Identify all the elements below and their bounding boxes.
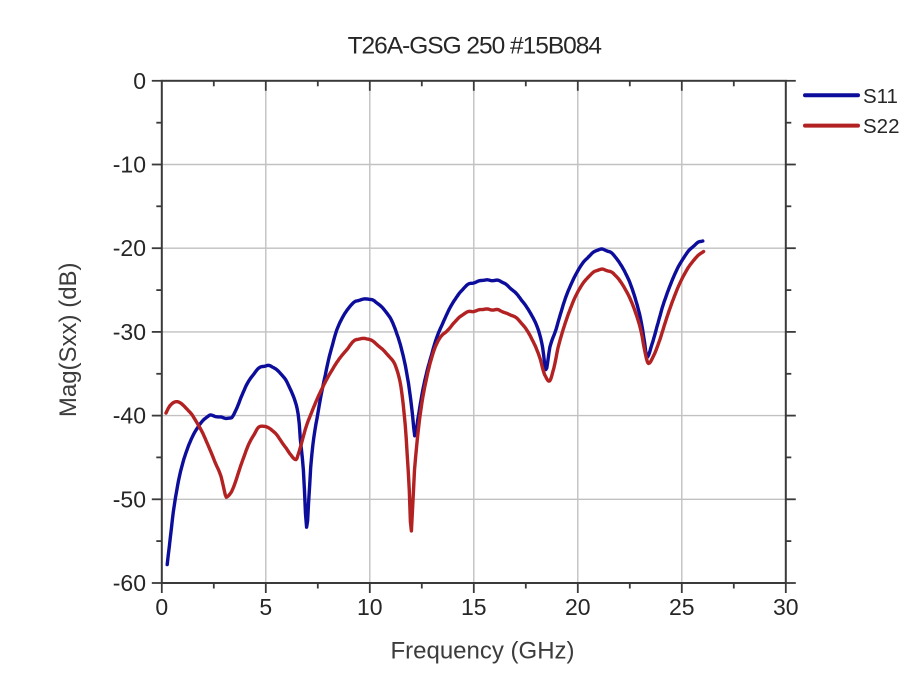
svg-text:20: 20 (565, 594, 591, 620)
svg-text:Mag(Sxx) (dB): Mag(Sxx) (dB) (55, 262, 82, 417)
svg-text:Frequency (GHz): Frequency (GHz) (390, 637, 574, 664)
svg-text:5: 5 (259, 594, 272, 620)
svg-text:-50: -50 (113, 486, 146, 512)
svg-text:-10: -10 (113, 152, 146, 178)
svg-text:S22: S22 (863, 115, 899, 138)
svg-text:10: 10 (357, 594, 383, 620)
svg-text:T26A-GSG 250 #15B084: T26A-GSG 250 #15B084 (348, 32, 602, 59)
svg-text:30: 30 (773, 594, 799, 620)
svg-text:-40: -40 (113, 403, 146, 429)
svg-text:15: 15 (461, 594, 487, 620)
svg-text:0: 0 (133, 68, 146, 94)
svg-text:0: 0 (155, 594, 168, 620)
svg-text:-60: -60 (113, 570, 146, 596)
svg-text:25: 25 (669, 594, 695, 620)
svg-text:-30: -30 (113, 319, 146, 345)
svg-text:-20: -20 (113, 235, 146, 261)
svg-text:S11: S11 (863, 85, 898, 108)
